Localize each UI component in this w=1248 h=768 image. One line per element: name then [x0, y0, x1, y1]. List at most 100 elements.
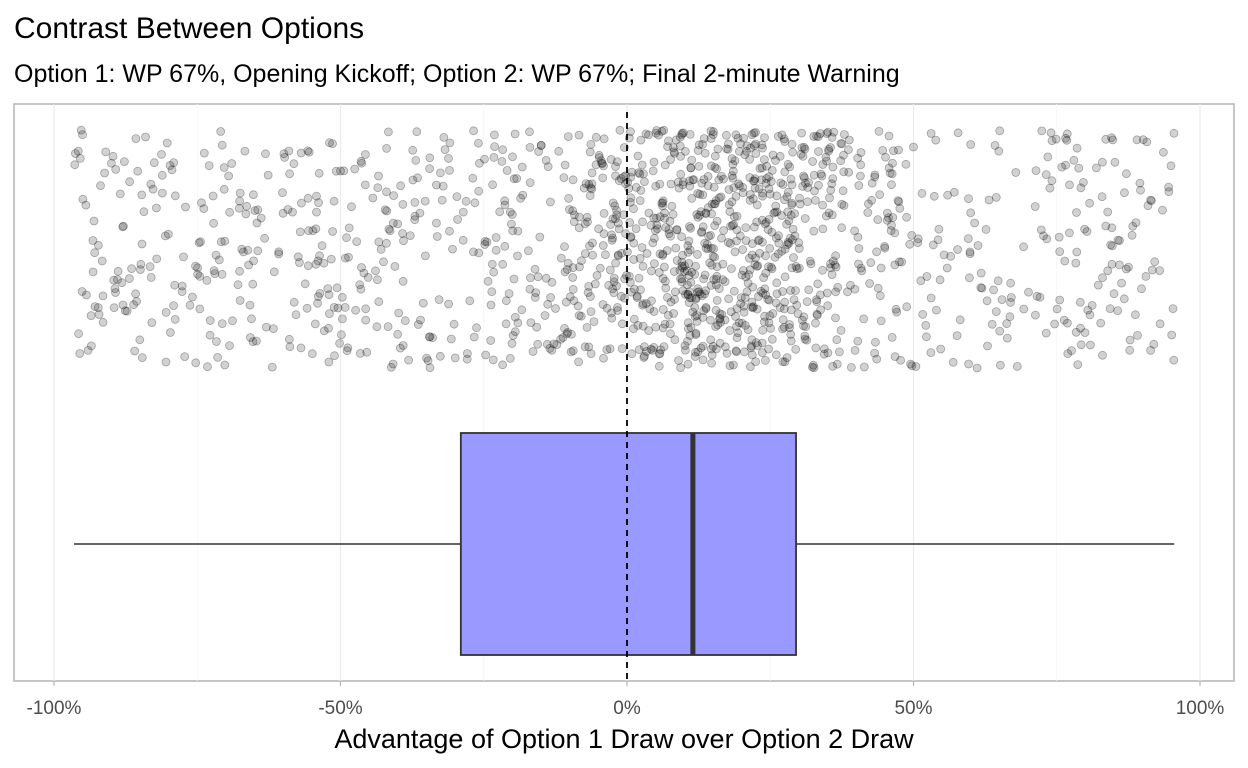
jitter-point: [787, 198, 797, 208]
jitter-point: [811, 318, 820, 328]
jitter-point: [683, 247, 693, 257]
jitter-point: [683, 359, 693, 369]
jitter-point: [854, 181, 864, 190]
jitter-point: [453, 215, 463, 224]
jitter-point: [660, 319, 670, 329]
jitter-point: [739, 301, 749, 311]
jitter-point: [709, 275, 719, 285]
jitter-point: [812, 309, 822, 319]
jitter-point: [574, 357, 583, 367]
jitter-point: [445, 226, 454, 236]
jitter-point: [731, 346, 741, 356]
jitter-point: [90, 302, 100, 312]
jitter-point: [678, 180, 688, 190]
jitter-point: [356, 284, 366, 294]
jitter-point: [767, 334, 777, 344]
jitter-point: [461, 196, 471, 206]
jitter-point: [431, 218, 441, 228]
jitter-point: [796, 149, 806, 159]
jitter-point: [642, 249, 652, 258]
jitter-point: [596, 156, 606, 166]
jitter-point: [486, 336, 496, 345]
jitter-point: [711, 305, 721, 315]
jitter-point: [404, 355, 414, 365]
jitter-point: [510, 129, 520, 139]
jitter-point: [167, 165, 177, 175]
jitter-point: [569, 296, 579, 306]
jitter-point: [884, 213, 893, 223]
jitter-point: [837, 199, 847, 209]
jitter-point: [695, 210, 705, 220]
jitter-point: [489, 130, 499, 140]
jitter-point: [730, 212, 739, 222]
jitter-point: [691, 261, 700, 271]
jitter-point: [1146, 195, 1155, 205]
jitter-point: [1054, 232, 1064, 242]
jitter-point: [552, 340, 562, 350]
jitter-point: [120, 157, 129, 167]
jitter-point: [248, 190, 258, 200]
jitter-point: [509, 274, 519, 284]
jitter-point: [741, 236, 751, 246]
jitter-point: [795, 193, 804, 203]
jitter-point: [760, 133, 769, 143]
jitter-point: [1136, 185, 1145, 195]
jitter-point: [235, 266, 245, 276]
jitter-point: [764, 262, 773, 272]
jitter-point: [372, 322, 382, 332]
jitter-point: [413, 320, 423, 329]
jitter-point: [630, 284, 639, 294]
jitter-point: [824, 146, 833, 156]
jitter-point: [687, 193, 697, 203]
jitter-point: [889, 146, 898, 156]
jitter-point: [644, 326, 654, 336]
jitter-point: [683, 289, 693, 299]
jitter-point: [697, 178, 707, 188]
jitter-point: [495, 207, 505, 217]
jitter-point: [371, 266, 380, 276]
jitter-point: [750, 141, 759, 151]
jitter-point: [771, 156, 780, 165]
jitter-point: [965, 249, 975, 259]
jitter-point: [631, 182, 641, 192]
jitter-point: [651, 128, 661, 138]
jitter-point: [839, 167, 849, 177]
jitter-point: [1093, 280, 1103, 290]
jitter-point: [710, 252, 719, 262]
jitter-point: [758, 325, 768, 335]
jitter-point: [388, 359, 398, 369]
jitter-point: [533, 339, 543, 349]
jitter-point: [592, 271, 602, 280]
jitter-point: [247, 314, 256, 324]
jitter-point: [778, 324, 787, 334]
jitter-point: [873, 283, 883, 293]
jitter-point: [766, 323, 775, 333]
jitter-point: [328, 139, 337, 149]
jitter-point: [770, 207, 780, 217]
jitter-point: [98, 317, 108, 327]
jitter-point: [235, 196, 245, 206]
jitter-point: [826, 259, 835, 269]
jitter-point: [755, 248, 764, 258]
jitter-point: [685, 222, 694, 231]
jitter-point: [312, 207, 321, 217]
jitter-point: [587, 184, 597, 194]
jitter-point: [902, 302, 912, 312]
jitter-point: [500, 241, 510, 251]
jitter-point: [584, 342, 594, 352]
jitter-point: [133, 166, 143, 176]
jitter-point: [693, 284, 703, 294]
jitter-point: [660, 208, 669, 218]
jitter-point: [621, 171, 631, 181]
jitter-point: [220, 236, 230, 246]
jitter-point: [827, 270, 837, 280]
jitter-point: [921, 320, 931, 330]
jitter-point: [711, 196, 721, 206]
jitter-point: [627, 349, 637, 359]
jitter-point: [997, 295, 1007, 305]
jitter-point: [1051, 134, 1061, 144]
jitter-point: [528, 347, 538, 356]
jitter-point: [507, 339, 517, 348]
x-tick-label: 100%: [1176, 698, 1225, 719]
jitter-point: [780, 272, 790, 282]
